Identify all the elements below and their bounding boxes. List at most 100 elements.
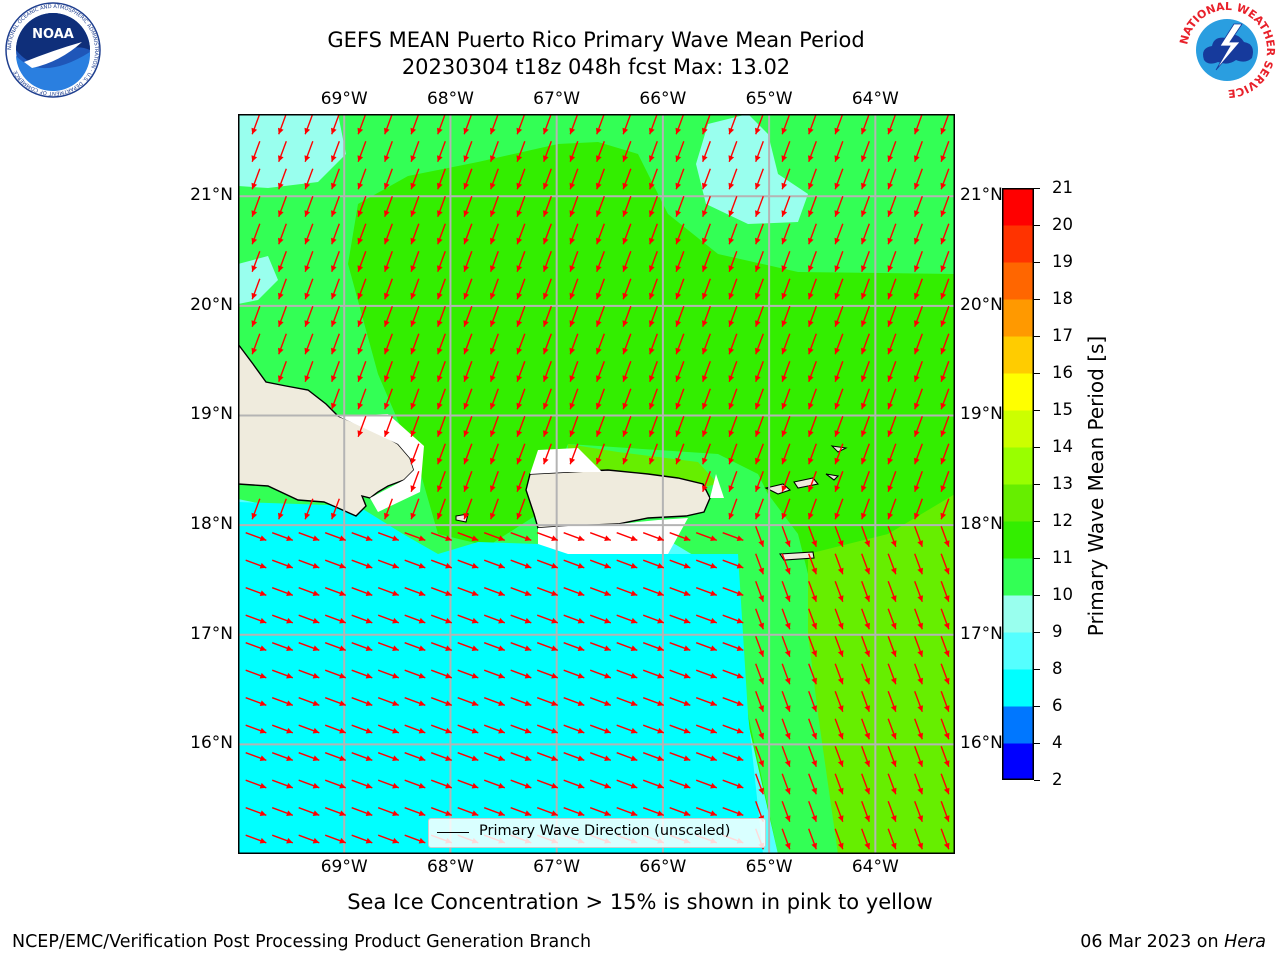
wave-arrow-head xyxy=(943,705,950,712)
wave-arrow-head xyxy=(861,292,867,300)
wave-arrow-head xyxy=(498,617,505,624)
wave-arrow-head xyxy=(437,265,443,272)
colorbar-frame xyxy=(1002,188,1034,780)
wave-arrow-head xyxy=(781,512,788,520)
wave-arrow-head xyxy=(622,265,629,272)
wave-arrow-head xyxy=(943,732,950,740)
lat-label-left: 17°N xyxy=(190,623,233,644)
colorbar-tick-label: 4 xyxy=(1052,733,1063,752)
wave-arrow-head xyxy=(418,837,426,844)
wave-arrow-head xyxy=(490,182,496,190)
wave-arrow-head xyxy=(917,815,923,822)
wave-arrow-head xyxy=(781,402,788,410)
wave-arrow-head xyxy=(251,347,258,355)
wave-arrow-head xyxy=(834,402,841,410)
wave-arrow-head xyxy=(490,155,496,162)
wave-arrow-head xyxy=(524,645,532,651)
wave-arrow-head xyxy=(710,590,717,596)
wave-arrow-head xyxy=(516,402,523,410)
wave-arrow-head xyxy=(357,430,364,437)
wave-arrow-head xyxy=(331,292,337,300)
wave-arrow-head xyxy=(365,782,373,789)
wave-arrow-head xyxy=(312,535,320,541)
wave-arrow-head xyxy=(516,457,523,465)
wave-arrow-head xyxy=(834,485,841,492)
wave-arrow-head xyxy=(490,375,496,382)
colorbar-segment xyxy=(1002,484,1034,522)
wave-arrow-head xyxy=(551,700,558,706)
wave-arrow-head xyxy=(837,760,844,767)
wave-arrow-head xyxy=(569,155,576,162)
wave-arrow-head xyxy=(410,457,417,465)
wave-arrow-head xyxy=(728,512,735,520)
wave-arrow-head xyxy=(357,237,364,245)
wave-arrow-head xyxy=(312,672,320,679)
wave-arrow-head xyxy=(755,210,761,217)
wave-arrow-head xyxy=(649,375,655,382)
wave-arrow-head xyxy=(596,430,602,437)
wave-arrow-head xyxy=(781,265,788,272)
wave-arrow-head xyxy=(339,837,346,844)
wave-arrow-head xyxy=(596,265,602,272)
colorbar-tick-mark xyxy=(1034,779,1040,781)
wave-arrow-head xyxy=(914,320,920,327)
wave-arrow-head xyxy=(808,182,814,190)
wave-arrow-head xyxy=(569,457,576,465)
wave-arrow-head xyxy=(702,182,708,190)
wave-arrow-head xyxy=(781,430,788,437)
wave-arrow-head xyxy=(808,210,814,217)
wave-arrow-head xyxy=(543,457,549,465)
colorbar-segment xyxy=(1002,558,1034,596)
wave-arrow-head xyxy=(357,265,364,272)
wave-arrow-head xyxy=(339,727,346,734)
wave-arrow-head xyxy=(784,650,791,657)
wave-arrow-head xyxy=(384,265,390,272)
wave-arrow-head xyxy=(365,562,373,569)
wave-arrow-head xyxy=(463,485,470,492)
wave-arrow-head xyxy=(516,127,523,135)
wave-arrow-head xyxy=(312,590,320,596)
wave-arrow-head xyxy=(914,210,920,217)
wave-arrow-head xyxy=(445,782,452,789)
wave-arrow-head xyxy=(490,485,496,492)
wave-arrow-head xyxy=(577,535,585,541)
colorbar-tick-mark xyxy=(1034,705,1040,707)
wave-arrow-head xyxy=(251,182,258,190)
wave-arrow-head xyxy=(543,265,549,272)
colorbar-tick-label: 21 xyxy=(1052,178,1073,197)
wave-arrow-head xyxy=(304,512,311,520)
colorbar-tick-mark xyxy=(1034,372,1040,374)
wave-arrow-head xyxy=(890,622,897,630)
wave-arrow-head xyxy=(808,347,814,355)
wave-arrow-head xyxy=(569,430,576,437)
wave-arrow-head xyxy=(463,430,470,437)
wave-arrow-head xyxy=(649,210,655,217)
lon-label-top: 67°W xyxy=(533,89,581,109)
wave-arrow-head xyxy=(331,512,337,520)
wave-arrow-head xyxy=(516,430,523,437)
wave-arrow-head xyxy=(498,782,505,789)
wave-arrow-head xyxy=(808,265,814,272)
wave-arrow-head xyxy=(331,265,337,272)
wave-arrow-head xyxy=(463,210,470,217)
wave-arrow-head xyxy=(890,760,897,767)
sea-ice-note: Sea Ice Concentration > 15% is shown in … xyxy=(347,890,933,914)
wave-arrow-head xyxy=(543,237,549,245)
wave-arrow-head xyxy=(524,590,532,596)
wave-arrow-head xyxy=(864,787,870,795)
wave-arrow-head xyxy=(604,535,611,541)
wave-arrow-head xyxy=(943,677,950,685)
lon-label-top: 66°W xyxy=(639,89,687,109)
wave-arrow-head xyxy=(683,535,691,541)
wave-arrow-head xyxy=(630,617,638,624)
wave-arrow-head xyxy=(649,265,655,272)
wave-arrow-head xyxy=(278,292,284,300)
wave-arrow-head xyxy=(728,430,735,437)
wave-arrow-head xyxy=(331,182,337,190)
wave-arrow-head xyxy=(392,700,399,706)
wave-arrow-head xyxy=(675,237,682,245)
wave-arrow-head xyxy=(758,595,764,602)
wave-arrow-head xyxy=(418,562,426,569)
wave-arrow-head xyxy=(914,237,920,245)
wave-arrow-head xyxy=(811,595,817,602)
